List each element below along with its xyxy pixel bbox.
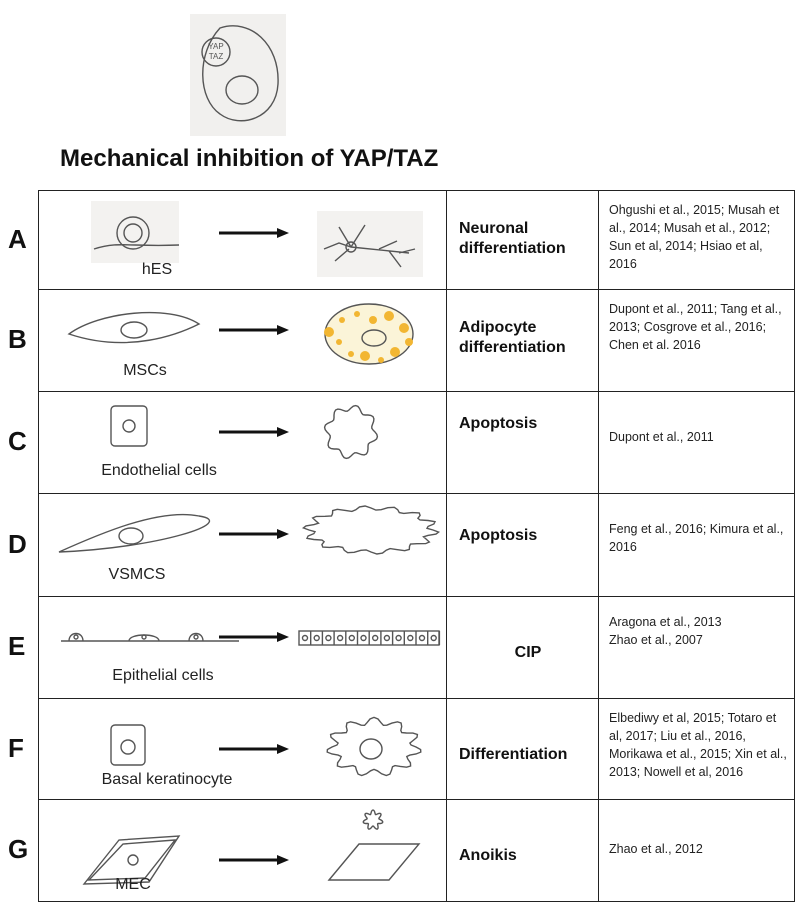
- cell-sketch: [91, 201, 423, 277]
- outcome-cell: Differentiation: [446, 699, 598, 799]
- reference: Ohgushi et al., 2015; Musah et al., 2014…: [609, 203, 780, 271]
- cell-label: Epithelial cells: [112, 667, 214, 684]
- reference: Dupont et al., 2011: [609, 430, 714, 444]
- cell-sketch: [110, 404, 379, 460]
- outcome-cell: Adipocyte differentiation: [446, 290, 598, 391]
- outcome-cell: Neuronal differentiation: [446, 191, 598, 289]
- reference: Zhao et al., 2012: [609, 842, 703, 856]
- row-letter: A: [8, 223, 27, 254]
- refs-cell: Elbediwy et al, 2015; Totaro et al, 2017…: [598, 699, 794, 799]
- table-row: MSCs Adipocyte differentiation Dupont et a…: [38, 289, 795, 392]
- cell-sketch: [110, 716, 422, 777]
- refs-cell: Zhao et al., 2012: [598, 800, 794, 901]
- table-row: Endothelial cells Apoptosis Dupont et al.,…: [38, 391, 795, 494]
- refs-cell: Dupont et al., 2011; Tang et al., 2013; …: [598, 290, 794, 391]
- outcome: Apoptosis: [459, 415, 538, 432]
- reference: Zhao et al., 2007: [609, 633, 703, 647]
- title: Mechanical inhibition of YAP/TAZ: [60, 145, 439, 172]
- cell-sketch: [82, 809, 421, 885]
- reference: Feng et al., 2016; Kimura et al., 2016: [609, 522, 784, 554]
- outcome: Apoptosis: [459, 527, 538, 544]
- table-row: hES Neuronal differentiation Ohgushi et al…: [38, 190, 795, 290]
- header-sketch: YAP TAZ: [190, 14, 286, 136]
- outcome: Anoikis: [459, 847, 517, 864]
- cell-label: Basal keratinocyte: [101, 771, 233, 788]
- refs-cell: Aragona et al., 2013 Zhao et al., 2007: [598, 597, 794, 698]
- row-letter: G: [8, 834, 29, 864]
- outcome: Neuronal differentiation: [459, 220, 566, 257]
- reference: Dupont et al., 2011; Tang et al., 2013; …: [609, 302, 782, 352]
- icon-text: YAP: [208, 42, 223, 51]
- icon-text: TAZ: [209, 52, 224, 61]
- outcome-cell: Anoikis: [446, 800, 598, 901]
- row-letter: C: [8, 426, 27, 456]
- reference: Aragona et al., 2013: [609, 615, 722, 629]
- outcome: CIP: [514, 644, 542, 661]
- cell-label: hES: [141, 261, 173, 278]
- cell-sketch: [61, 630, 441, 646]
- table-row: MEC Anoikis Zhao et al., 2012: [38, 799, 795, 902]
- cell-label: Endothelial cells: [101, 462, 217, 479]
- row-letter: F: [8, 732, 24, 763]
- cell-label: MSCs: [123, 362, 167, 379]
- refs-cell: Dupont et al., 2011: [598, 392, 794, 493]
- refs-cell: Ohgushi et al., 2015; Musah et al., 2014…: [598, 191, 794, 289]
- cell-sketch: [58, 505, 441, 555]
- table-row: Epithelial cells CIP Aragona et al., 2013 Z…: [38, 596, 795, 699]
- outcome-cell: Apoptosis: [446, 494, 598, 596]
- cell-label: VSMCS: [108, 566, 166, 583]
- outcome-cell: Apoptosis: [446, 392, 598, 493]
- row-letter: E: [8, 631, 26, 661]
- outcome: Adipocyte differentiation: [459, 319, 566, 356]
- refs-cell: Feng et al., 2016; Kimura et al., 2016: [598, 494, 794, 596]
- row-letter: D: [8, 528, 27, 559]
- outcome: Differentiation: [459, 746, 568, 763]
- cell-label: MEC: [115, 876, 151, 893]
- row-letter: B: [8, 324, 27, 354]
- outcome-cell: CIP: [446, 597, 598, 698]
- table-row: Basal keratinocyte Differentiation Elbediw…: [38, 698, 795, 800]
- reference: Elbediwy et al, 2015; Totaro et al, 2017…: [609, 711, 787, 779]
- table-row: VSMCS Apoptosis Feng et al., 2016; Kimura …: [38, 493, 795, 597]
- cell-sketch: [67, 303, 414, 365]
